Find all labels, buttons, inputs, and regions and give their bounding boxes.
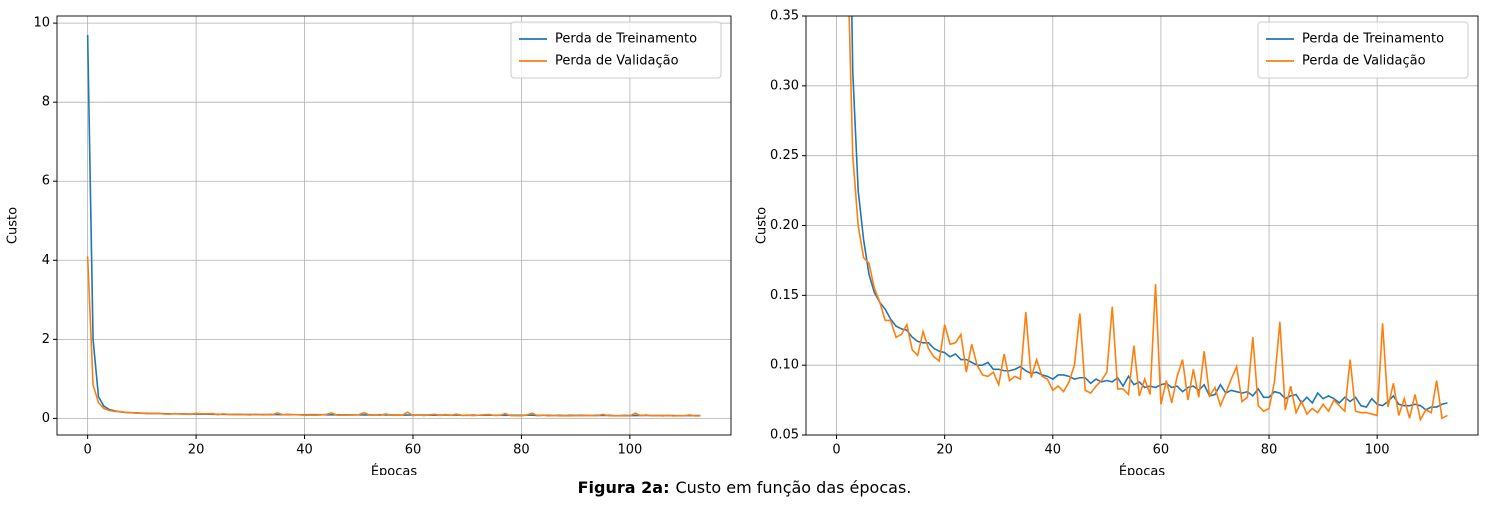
- y-tick-label: 0.05: [770, 428, 799, 443]
- x-tick-label: 20: [188, 443, 205, 458]
- series-line: [86, 256, 701, 417]
- x-tick-label: 100: [1365, 443, 1390, 458]
- y-tick-label: 4: [42, 253, 50, 268]
- legend-box: [1257, 21, 1469, 79]
- y-tick-label: 10: [33, 16, 50, 31]
- y-tick-label: 0.25: [770, 148, 799, 163]
- x-tick-label: 20: [936, 443, 953, 458]
- y-axis-label: Custo: [755, 207, 770, 244]
- y-tick-label: 0.35: [770, 9, 799, 24]
- legend-box: [510, 21, 722, 79]
- y-tick-label: 0.10: [770, 358, 799, 373]
- y-tick-label: 0.20: [770, 218, 799, 233]
- x-axis-label: Épocas: [1119, 464, 1166, 476]
- caption-label: Figura 2a:: [577, 478, 670, 497]
- y-tick-label: 2: [42, 332, 50, 347]
- y-tick-label: 0.30: [770, 78, 799, 93]
- x-tick-label: 0: [83, 443, 91, 458]
- x-tick-label: 100: [617, 443, 642, 458]
- x-tick-label: 80: [1261, 443, 1278, 458]
- page: 0 20 40 60 80 100 0 2 4 6 8 10 Épocas Custo Perda de T…: [5, 8, 1479, 497]
- x-tick-label: 80: [513, 443, 530, 458]
- series-line: [86, 34, 701, 417]
- x-tick-label: 60: [405, 443, 422, 458]
- legend-label: Perda de Validação: [1302, 54, 1426, 69]
- legend-label: Perda de Treinamento: [555, 32, 697, 47]
- x-tick-label: 40: [296, 443, 313, 458]
- axes-frame: [805, 15, 1479, 436]
- y-axis-label: Custo: [6, 207, 21, 244]
- legend-label: Perda de Treinamento: [1302, 32, 1444, 47]
- caption: Figura 2a: Custo em função das épocas.: [0, 478, 1489, 497]
- x-tick-label: 40: [1045, 443, 1062, 458]
- y-tick-label: 6: [42, 174, 50, 189]
- y-tick-label: 0: [42, 411, 50, 426]
- x-axis-label: Épocas: [371, 464, 418, 476]
- axes-frame: [56, 15, 732, 436]
- series-line: [848, 16, 1448, 422]
- legend-label: Perda de Validação: [555, 54, 679, 69]
- x-tick-label: 60: [1153, 443, 1170, 458]
- y-tick-label: 8: [42, 95, 50, 110]
- subplot: 0 20 40 60 80 100 0 2 4 6 8 10 Épocas Custo Perda de T…: [6, 15, 732, 480]
- x-tick-label: 0: [832, 443, 840, 458]
- caption-text: Custo em função das épocas.: [675, 478, 912, 497]
- figure: 0 20 40 60 80 100 0 2 4 6 8 10 Épocas Custo Perda de T…: [6, 9, 1479, 480]
- subplot: 0 20 40 60 80 100 0.05 0.10 0.15 0.20 0.25 0.30 0.35…: [755, 9, 1479, 480]
- y-tick-label: 0.15: [770, 288, 799, 303]
